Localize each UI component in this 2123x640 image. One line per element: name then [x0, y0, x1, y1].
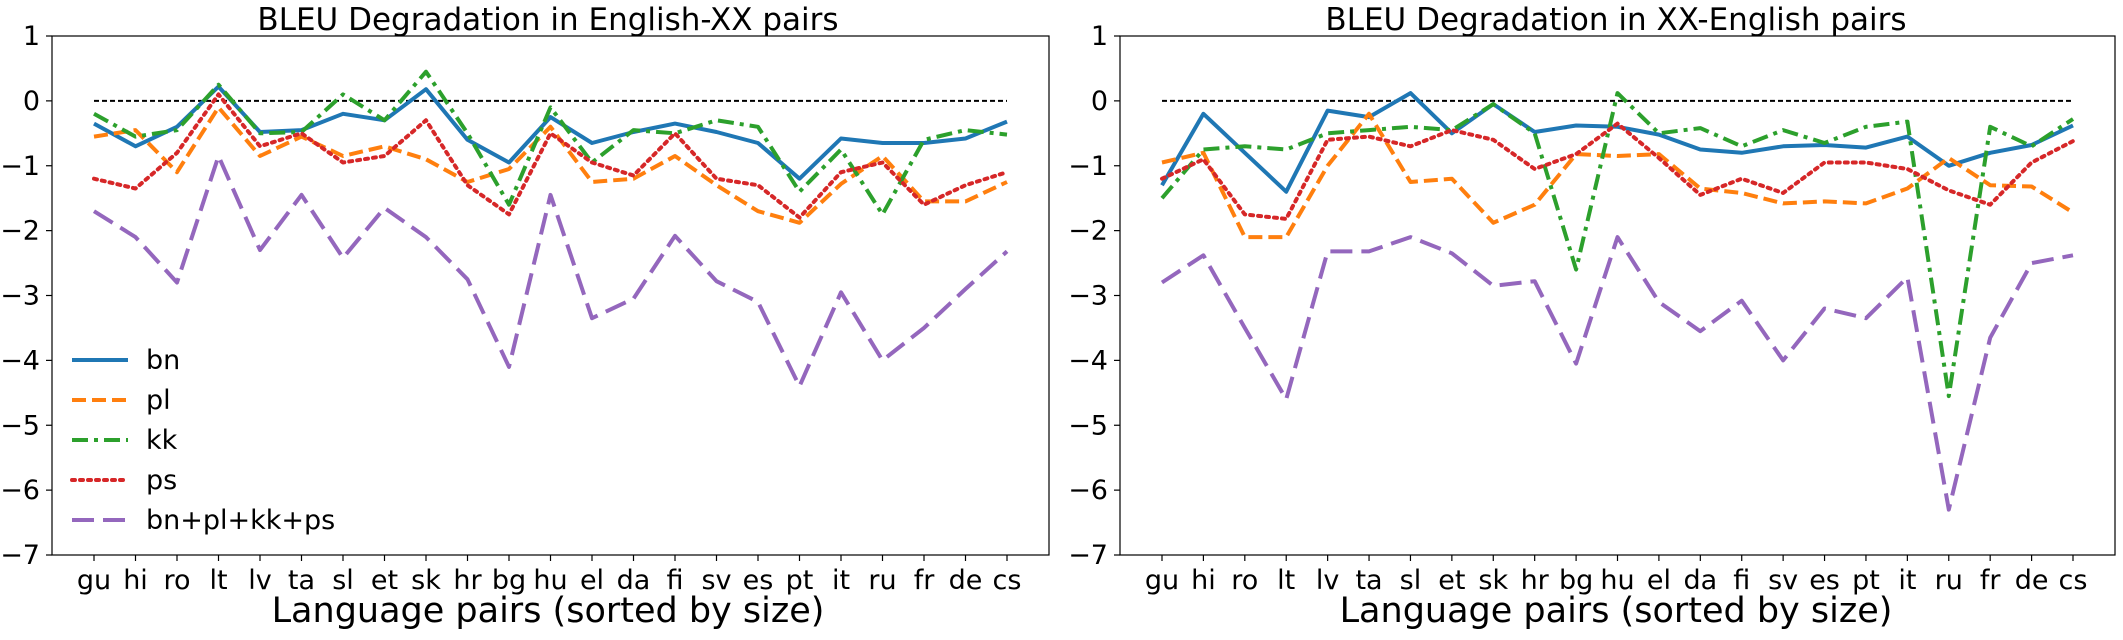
- legend-label: pl: [146, 385, 171, 416]
- x-tick-label: ro: [163, 565, 190, 596]
- series-line-bn-pl-kk-ps: [92, 154, 1009, 389]
- x-tick-label: lv: [1316, 565, 1340, 596]
- x-tick-label: gu: [1145, 565, 1179, 596]
- x-tick-label: ro: [1231, 565, 1258, 596]
- chart-title: BLEU Degradation in English-XX pairs: [257, 2, 838, 38]
- x-tick-label: cs: [2059, 565, 2088, 596]
- y-tick-label: −2: [0, 216, 40, 247]
- x-tick-label: it: [1898, 565, 1916, 596]
- x-tick-label: sv: [701, 565, 731, 596]
- legend-label: ps: [146, 465, 177, 496]
- series-line-kk: [1160, 91, 2075, 399]
- x-tick-label: sl: [332, 565, 354, 596]
- y-tick-label: −7: [1068, 540, 1108, 571]
- plot-frame: [1119, 35, 2116, 556]
- x-tick-label: bg: [492, 565, 526, 596]
- x-tick-label: de: [2015, 565, 2049, 596]
- y-tick-label: −4: [1068, 345, 1108, 376]
- x-tick-label: cs: [993, 565, 1022, 596]
- series-line-pl: [1161, 111, 2075, 240]
- x-tick-label: hi: [1191, 565, 1216, 596]
- x-tick-label: hu: [533, 565, 567, 596]
- series-line-kk: [93, 69, 1008, 217]
- y-tick-label: 0: [1091, 86, 1108, 117]
- x-tick-label: ru: [868, 565, 896, 596]
- series-line-ps: [1160, 121, 2075, 221]
- x-tick-label: hr: [453, 565, 482, 596]
- x-axis-label: Language pairs (sorted by size): [272, 591, 825, 631]
- series-line-bn: [1160, 91, 2074, 194]
- y-tick-label: 1: [23, 21, 40, 52]
- x-tick-label: da: [617, 565, 651, 596]
- legend: bn pl kk ps bn+pl+kk+ps: [70, 345, 335, 536]
- plot-frame: [51, 35, 1050, 556]
- y-tick-label: 0: [23, 86, 40, 117]
- x-tick-label: lv: [248, 565, 272, 596]
- x-tick-label: ta: [1355, 565, 1382, 596]
- x-tick-label: hr: [1521, 565, 1550, 596]
- x-tick-label: bg: [1559, 565, 1593, 596]
- y-tick-label: −6: [1068, 475, 1108, 506]
- x-tick-label: el: [580, 565, 604, 596]
- legend-label: bn+pl+kk+ps: [146, 505, 335, 536]
- x-tick-label: hi: [123, 565, 148, 596]
- panel-english-xx: BLEU Degradation in English-XX pairs Lan…: [0, 2, 1050, 631]
- x-tick-label: pt: [786, 565, 814, 596]
- x-tick-label: fi: [666, 565, 683, 596]
- y-tick-label: −7: [0, 540, 40, 571]
- x-tick-label: et: [371, 565, 398, 596]
- panel-xx-english: BLEU Degradation in XX-English pairs Lan…: [1068, 2, 2116, 631]
- x-axis-label: Language pairs (sorted by size): [1340, 591, 1893, 631]
- x-tick-label: el: [1647, 565, 1671, 596]
- y-tick-label: −1: [1068, 151, 1108, 182]
- y-tick-label: −6: [0, 475, 40, 506]
- x-tick-label: lt: [1277, 565, 1295, 596]
- x-tick-label: da: [1683, 565, 1717, 596]
- y-tick-label: −3: [1068, 281, 1108, 312]
- y-tick-label: −1: [0, 151, 40, 182]
- x-tick-label: pt: [1852, 565, 1880, 596]
- x-tick-label: gu: [77, 565, 111, 596]
- legend-label: kk: [146, 425, 178, 456]
- x-tick-label: sv: [1768, 565, 1798, 596]
- y-tick-label: −5: [1068, 410, 1108, 441]
- x-tick-label: sk: [1478, 565, 1508, 596]
- x-tick-label: it: [832, 565, 850, 596]
- y-tick-label: 1: [1091, 21, 1108, 52]
- x-tick-label: ta: [288, 565, 315, 596]
- x-tick-label: sl: [1400, 565, 1422, 596]
- x-tick-label: hu: [1600, 565, 1634, 596]
- x-tick-label: lt: [209, 565, 227, 596]
- x-tick-label: fr: [914, 565, 936, 596]
- series-line-ps: [92, 92, 1009, 220]
- x-tick-label: et: [1438, 565, 1465, 596]
- x-tick-label: ru: [1935, 565, 1963, 596]
- x-tick-label: es: [1809, 565, 1840, 596]
- y-tick-label: −4: [0, 345, 40, 376]
- series-line-bn-pl-kk-ps: [1160, 235, 2074, 512]
- legend-label: bn: [146, 345, 180, 376]
- x-tick-label: sk: [411, 565, 441, 596]
- x-tick-label: fr: [1980, 565, 2002, 596]
- x-tick-label: es: [743, 565, 774, 596]
- y-tick-label: −5: [0, 410, 40, 441]
- y-tick-label: −2: [1068, 216, 1108, 247]
- chart-title: BLEU Degradation in XX-English pairs: [1325, 2, 1906, 38]
- x-tick-label: de: [949, 565, 983, 596]
- x-tick-label: fi: [1733, 565, 1750, 596]
- y-tick-label: −3: [0, 281, 40, 312]
